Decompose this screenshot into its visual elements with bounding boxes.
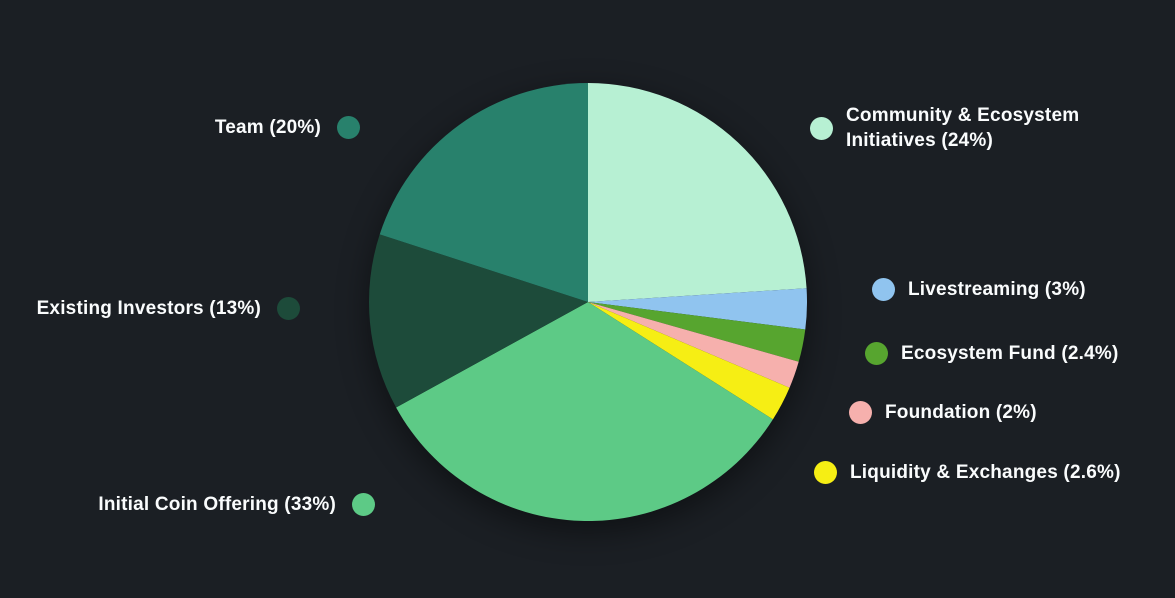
legend-label-community-ecosystem: Community & Ecosystem Initiatives (24%) — [846, 105, 1080, 151]
pie-slice-community-ecosystem-initiatives — [588, 83, 807, 302]
pie-chart — [369, 83, 807, 521]
legend-label-liquidity-exchanges: Liquidity & Exchanges (2.6%) — [850, 461, 1121, 483]
legend-label-initial-coin-offering: Initial Coin Offering (33%) — [98, 493, 336, 515]
pie-slice-liquidity-exchanges — [588, 302, 790, 420]
legend-label-foundation: Foundation (2%) — [885, 401, 1037, 423]
legend-item-team: Team (20%) — [215, 116, 360, 139]
legend-item-foundation: Foundation (2%) — [849, 401, 1037, 424]
legend-label-ecosystem-fund: Ecosystem Fund (2.4%) — [901, 342, 1119, 364]
legend-dot-initial-coin-offering — [352, 493, 375, 516]
legend-item-community-ecosystem: Community & Ecosystem Initiatives (24%) — [810, 103, 1108, 153]
legend-item-initial-coin-offering: Initial Coin Offering (33%) — [98, 493, 375, 516]
pie-slice-team — [379, 83, 588, 302]
legend-dot-community-ecosystem — [810, 116, 833, 140]
pie-slice-livestreaming — [588, 288, 807, 330]
legend-label-team: Team (20%) — [214, 116, 321, 138]
legend-item-existing-investors: Existing Investors (13%) — [37, 297, 300, 320]
legend-label-existing-investors: Existing Investors (13%) — [36, 297, 261, 319]
legend-label-livestreaming: Livestreaming (3%) — [908, 278, 1086, 300]
legend-dot-livestreaming — [872, 278, 895, 301]
legend-item-liquidity-exchanges: Liquidity & Exchanges (2.6%) — [814, 461, 1121, 484]
legend-dot-existing-investors — [277, 297, 300, 320]
legend-item-ecosystem-fund: Ecosystem Fund (2.4%) — [865, 342, 1118, 365]
legend-item-livestreaming: Livestreaming (3%) — [872, 278, 1086, 301]
pie-slice-foundation — [588, 302, 799, 388]
pie-slice-existing-investors — [369, 234, 588, 408]
pie-slice-initial-coin-offering — [396, 302, 773, 521]
legend-dot-foundation — [849, 401, 872, 424]
legend-dot-ecosystem-fund — [865, 342, 888, 365]
pie-slice-ecosystem-fund — [588, 302, 806, 362]
legend-dot-team — [337, 116, 360, 139]
legend-dot-liquidity-exchanges — [814, 461, 837, 484]
